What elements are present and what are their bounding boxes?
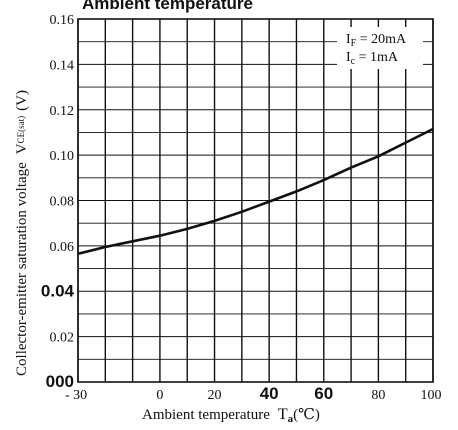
x-tick-label: 20 — [208, 388, 222, 403]
plot-frame — [77, 18, 434, 383]
x-tick-label: 0 — [156, 388, 163, 403]
y-tick-label: 0.08 — [50, 195, 75, 210]
x-tick-label: 80 — [371, 388, 385, 403]
chart-title: Ambient temperature — [82, 0, 253, 13]
y-tick-label: 0.12 — [50, 104, 75, 119]
x-tick-label: 100 — [421, 388, 442, 403]
y-tick-labels: 000 0.02 0.04 0.06 0.08 0.10 0.12 0.14 0.16 — [41, 13, 75, 391]
y-tick-label: 0.02 — [50, 331, 75, 346]
y-tick-label: 0.10 — [50, 149, 75, 164]
series-line — [77, 127, 434, 256]
x-tick-label: 40 — [260, 384, 279, 403]
x-tick-labels: - 30 0 20 40 60 80 100 — [65, 384, 442, 403]
x-tick-label: - 30 — [65, 388, 87, 403]
legend-ic: Ic = 1mA — [346, 50, 399, 67]
y-axis-label: Collector-emitter saturation voltageVCE(… — [14, 90, 30, 376]
x-tick-label: 60 — [314, 384, 333, 403]
y-tick-label: 0.06 — [50, 240, 75, 255]
y-tick-label: 0.14 — [50, 58, 75, 73]
y-tick-label: 000 — [46, 372, 74, 391]
y-tick-label: 0.16 — [50, 13, 75, 28]
grid-major — [77, 18, 434, 383]
x-axis-label: Ambient temperature Ta(℃) — [142, 406, 320, 425]
legend-box — [337, 27, 423, 69]
legend-if: IF = 20mA — [346, 32, 407, 49]
y-tick-label: 0.04 — [41, 281, 75, 300]
